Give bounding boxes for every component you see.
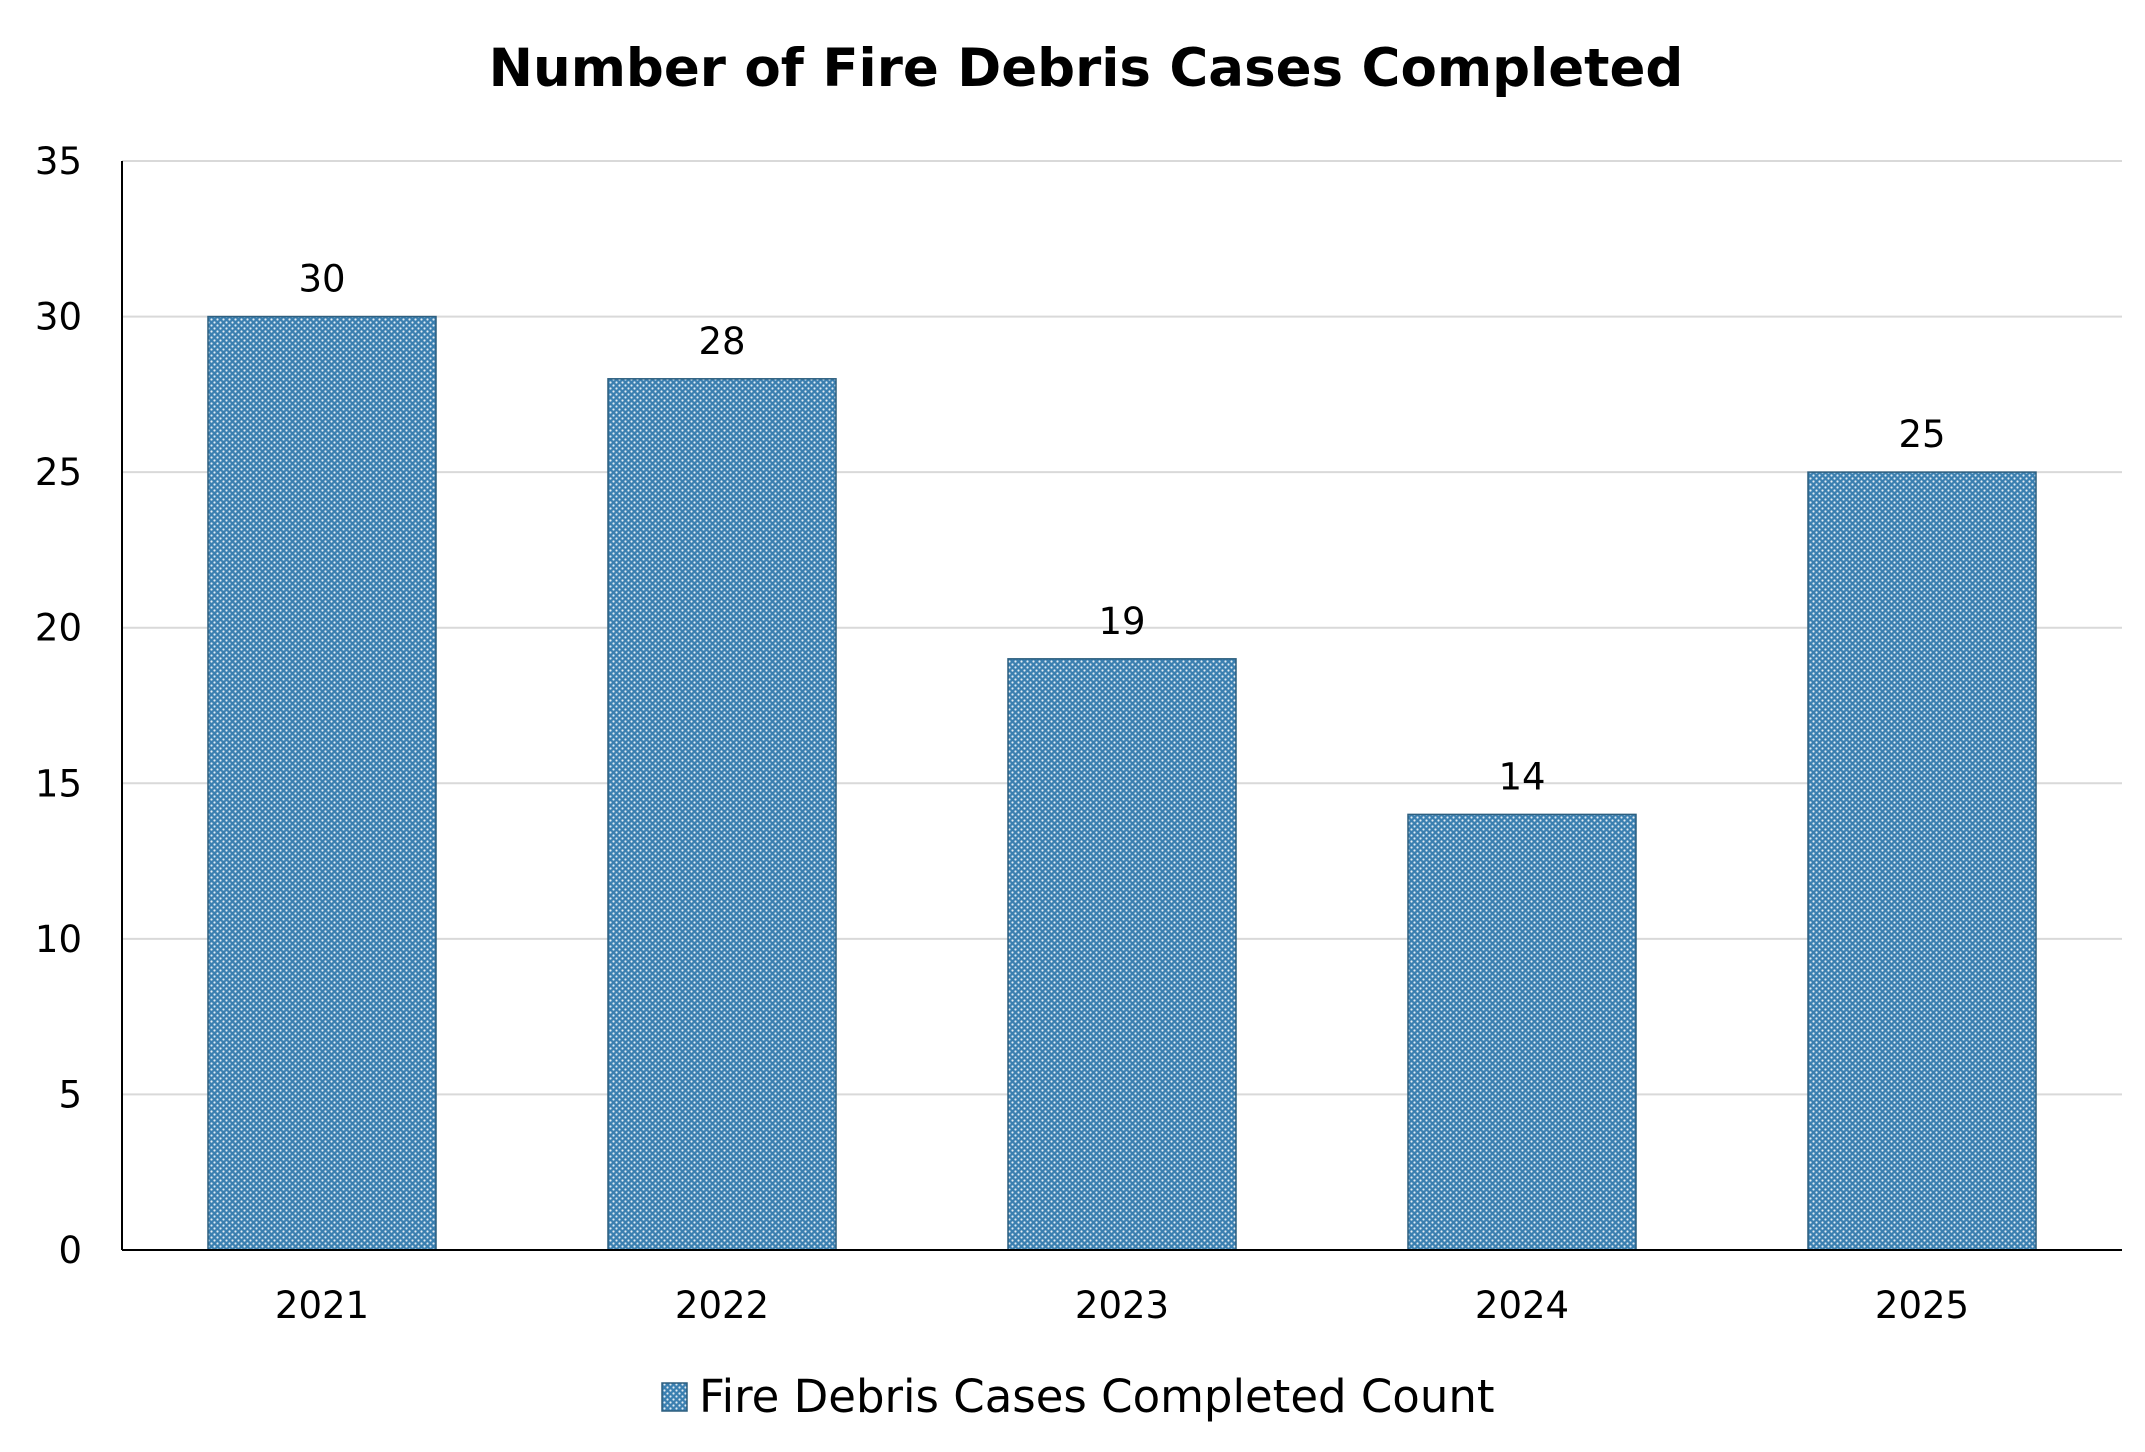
legend-swatch [661,1382,688,1412]
data-label-2021: 30 [298,258,345,301]
y-tick-label: 5 [58,1073,82,1116]
x-tick-label: 2024 [1475,1284,1569,1327]
bar-2023 [1007,658,1237,1251]
y-axis-tick-labels: 0 5 10 15 20 25 30 35 [35,140,82,1272]
y-tick-label: 15 [35,762,82,805]
x-tick-label: 2021 [275,1284,369,1327]
y-tick-label: 20 [35,607,82,650]
data-label-2024: 14 [1498,755,1545,798]
bar-2025 [1807,471,2037,1251]
y-tick-label: 0 [58,1229,82,1272]
data-labels: 30 28 19 14 25 [298,258,1945,799]
legend: Fire Debris Cases Completed Count [661,1370,1495,1423]
bar-2024 [1407,813,1637,1251]
y-tick-label: 25 [35,451,82,494]
bar-2022 [607,378,837,1251]
x-tick-label: 2025 [1875,1284,1969,1327]
x-tick-label: 2023 [1075,1284,1169,1327]
chart-title: Number of Fire Debris Cases Completed [489,38,1684,99]
bars [207,315,2037,1251]
y-tick-label: 10 [35,918,82,961]
data-label-2023: 19 [1098,600,1145,643]
data-label-2022: 28 [698,320,745,363]
data-label-2025: 25 [1898,413,1945,456]
x-axis-tick-labels: 2021 2022 2023 2024 2025 [275,1284,1969,1327]
x-tick-label: 2022 [675,1284,769,1327]
y-tick-label: 30 [35,296,82,339]
bar-2021 [207,315,437,1251]
legend-label: Fire Debris Cases Completed Count [699,1370,1495,1423]
y-tick-label: 35 [35,140,82,183]
